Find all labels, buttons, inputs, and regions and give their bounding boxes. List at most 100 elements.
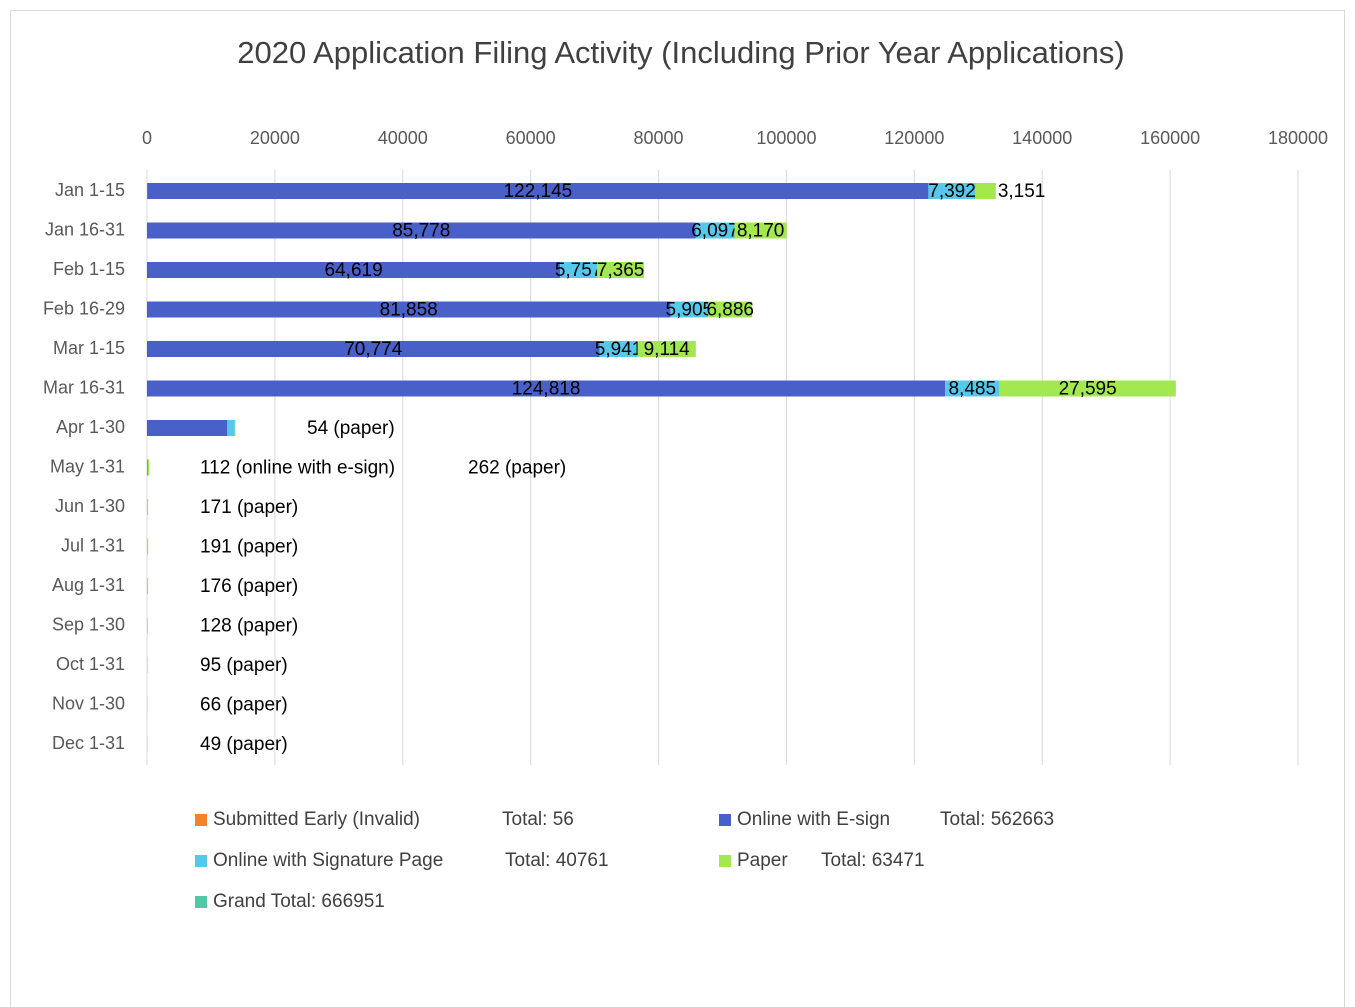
bar-segment [999,380,1176,397]
chart-border [10,10,1345,1007]
bar-segment [597,262,645,278]
bar-segment [147,222,696,239]
data-label: 7,392 [928,181,976,202]
bar-segment [147,380,946,397]
bar-segment [147,262,561,278]
data-label: 66 (paper) [200,695,288,716]
y-tick-label: Feb 1-15 [53,259,125,279]
y-tick-label: Jul 1-31 [61,535,125,555]
data-label: 128 (paper) [200,616,298,637]
y-tick-label: Sep 1-30 [52,614,125,634]
x-tick-label: 140000 [1012,128,1072,148]
x-tick-label: 100000 [756,128,816,148]
legend-swatch [719,855,731,867]
data-label: 7,365 [597,260,645,281]
bar-segment [147,657,148,673]
legend-swatch [195,896,207,908]
bar-segment [708,301,753,318]
y-tick-label: Feb 16-29 [43,298,125,318]
data-label: 95 (paper) [200,655,288,676]
bar-segment [560,262,598,278]
data-label: 8,170 [737,221,785,242]
data-label: 6,097 [691,221,739,242]
data-label: 49 (paper) [200,734,288,755]
x-tick-label: 0 [142,128,152,148]
data-label: 5,941 [595,339,643,360]
data-label: 191 (paper) [200,537,298,558]
bar-segment [599,341,638,357]
bar-segment [975,183,996,199]
bar-segment [147,183,929,199]
bar-segment [928,183,976,199]
legend-total: Total: 562663 [940,809,1054,830]
legend-swatch [195,855,207,867]
legend-label: Grand Total: 666951 [213,891,385,912]
x-tick-label: 120000 [884,128,944,148]
bar-segment [695,222,735,239]
bar-segment [147,736,148,752]
bar-segment [147,538,149,555]
y-tick-label: Oct 1-31 [56,654,125,674]
data-label: 122,145 [504,181,573,202]
bar-segment [147,499,149,515]
data-label: 5,905 [666,300,714,321]
x-tick-label: 40000 [378,128,428,148]
y-tick-label: Mar 16-31 [43,377,125,397]
bar-segment [147,696,148,713]
data-label: 176 (paper) [200,576,298,597]
data-label: 3,151 [998,181,1046,202]
legend-total: Total: 56 [502,809,574,830]
bar-segment [945,380,1000,397]
y-tick-label: Jun 1-30 [55,496,125,516]
bar-segment [734,222,787,239]
data-label: 85,778 [392,221,450,242]
bar-segment [637,341,696,357]
bar-segment [147,578,149,594]
legend-total: Total: 40761 [505,850,609,871]
data-label: 64,619 [325,260,383,281]
data-label: 54 (paper) [307,418,395,439]
legend-label: Paper [737,850,788,871]
data-label: 124,818 [512,379,581,400]
y-tick-label: Mar 1-15 [53,338,125,358]
legend-label: Online with E-sign [737,809,890,830]
legend-swatch [195,814,207,826]
y-tick-label: Jan 1-15 [55,180,125,200]
data-label: 112 (online with e-sign) [200,458,395,479]
bar-segment [227,420,235,436]
legend-swatch [719,814,731,826]
legend-label: Online with Signature Page [213,850,443,871]
bar-segment [147,183,148,199]
bar-segment [670,301,709,318]
y-tick-label: Apr 1-30 [56,417,125,437]
bar-segment [147,459,150,476]
bar-segment [147,420,228,436]
y-tick-label: Dec 1-31 [52,733,125,753]
data-label: 9,114 [644,339,691,360]
x-tick-label: 180000 [1268,128,1328,148]
y-tick-label: Nov 1-30 [52,693,125,713]
chart-title: 2020 Application Filing Activity (Includ… [237,35,1124,70]
legend-label: Submitted Early (Invalid) [213,809,420,830]
x-tick-label: 80000 [634,128,684,148]
x-tick-label: 60000 [506,128,556,148]
bar-segment [234,420,236,436]
legend-total: Total: 63471 [821,850,925,871]
bar-segment [147,341,600,357]
y-tick-label: Jan 16-31 [45,219,125,239]
bar-segment [147,301,671,318]
data-label: 6,886 [706,300,754,321]
bar-segment [147,459,148,476]
bar-segment [147,617,148,634]
data-label: 81,858 [380,300,438,321]
y-tick-label: Aug 1-31 [52,575,125,595]
data-label: 8,485 [948,379,996,400]
data-label: 262 (paper) [468,458,566,479]
x-tick-label: 20000 [250,128,300,148]
data-label: 5,757 [555,260,603,281]
data-label: 171 (paper) [200,497,298,518]
data-label: 27,595 [1059,379,1117,400]
y-tick-label: May 1-31 [50,456,125,476]
x-tick-label: 160000 [1140,128,1200,148]
